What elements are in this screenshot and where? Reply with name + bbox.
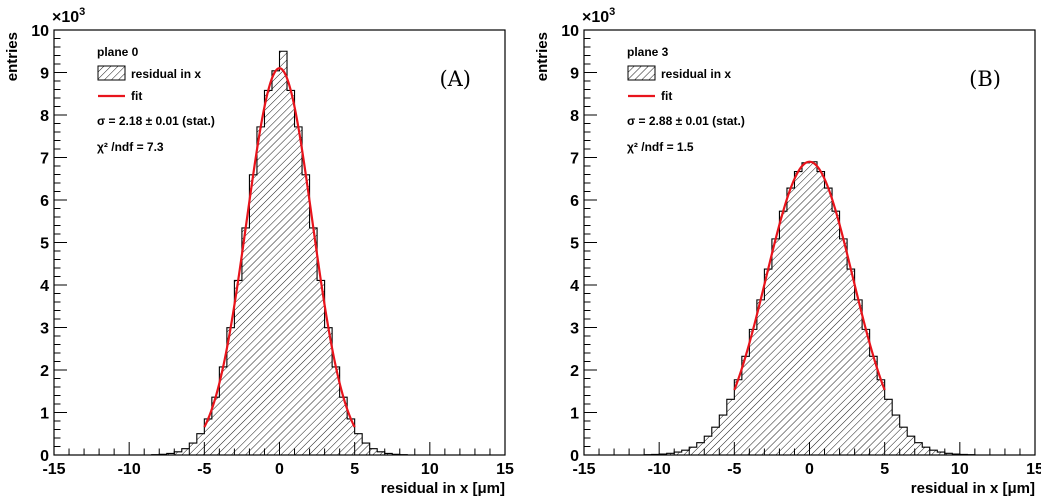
x-tick-label: 10 <box>421 461 439 478</box>
histogram-residual <box>54 50 505 456</box>
y-tick-label: 0 <box>570 448 579 465</box>
y-tick-label: 0 <box>40 448 49 465</box>
y-tick-label: 3 <box>570 321 579 338</box>
legend-swatch-histogram <box>97 65 126 81</box>
multiplier-exponent: 3 <box>79 6 85 18</box>
x-tick-label: -10 <box>118 461 141 478</box>
multiplier-base: ×10 <box>582 9 609 26</box>
y-tick-label: 6 <box>570 193 579 210</box>
y-tick-label: 7 <box>570 151 579 168</box>
y-axis-label: entries <box>534 32 551 81</box>
multiplier-base: ×10 <box>52 9 79 26</box>
y-axis-multiplier: ×103 <box>52 6 85 26</box>
x-tick-label: 5 <box>350 461 359 478</box>
y-tick-label: 5 <box>40 236 49 253</box>
panel-tag: (B) <box>969 67 1001 91</box>
multiplier-exponent: 3 <box>609 6 615 18</box>
y-tick-label: 2 <box>40 363 49 380</box>
histogram-residual <box>584 161 1035 456</box>
x-tick-label: 5 <box>880 461 889 478</box>
sigma-annotation: σ = 2.88 ± 0.01 (stat.) <box>627 114 745 128</box>
y-tick-label: 7 <box>40 151 49 168</box>
y-tick-label: 10 <box>31 23 49 40</box>
x-tick-label: -5 <box>197 461 211 478</box>
y-tick-label: 4 <box>40 278 49 295</box>
y-axis-label: entries <box>4 32 21 81</box>
chi2-annotation: χ² /ndf = 1.5 <box>627 140 694 154</box>
x-tick-label: -15 <box>42 461 65 478</box>
x-tick-label: 15 <box>1026 461 1041 478</box>
x-axis-label: residual in x [μm] <box>381 480 505 497</box>
panel-tag: (A) <box>439 67 471 91</box>
y-tick-label: 8 <box>570 108 579 125</box>
fit-curve <box>733 160 886 391</box>
x-tick-label: 0 <box>275 461 284 478</box>
y-tick-label: 2 <box>570 363 579 380</box>
y-tick-label: 1 <box>40 406 49 423</box>
legend-entry-fit: fit <box>131 89 142 103</box>
y-tick-label: 10 <box>561 23 579 40</box>
y-tick-label: 5 <box>570 236 579 253</box>
y-tick-label: 6 <box>40 193 49 210</box>
y-tick-label: 1 <box>570 406 579 423</box>
chi2-annotation: χ² /ndf = 7.3 <box>97 140 164 154</box>
x-tick-label: 15 <box>496 461 514 478</box>
legend-swatch-histogram <box>627 65 656 81</box>
legend-title: plane 3 <box>627 45 669 59</box>
x-axis-label: residual in x [μm] <box>911 480 1035 497</box>
x-tick-label: -10 <box>648 461 671 478</box>
y-tick-label: 9 <box>570 66 579 83</box>
x-tick-label: 0 <box>805 461 814 478</box>
y-tick-label: 4 <box>570 278 579 295</box>
y-axis-multiplier: ×103 <box>582 6 615 26</box>
x-tick-label: -5 <box>727 461 741 478</box>
sigma-annotation: σ = 2.18 ± 0.01 (stat.) <box>97 114 215 128</box>
y-tick-label: 8 <box>40 108 49 125</box>
x-tick-label: -15 <box>572 461 595 478</box>
legend-entry-histogram: residual in x <box>131 67 201 81</box>
legend-entry-fit: fit <box>661 89 672 103</box>
y-tick-label: 3 <box>40 321 49 338</box>
fit-curve <box>203 67 356 428</box>
legend-title: plane 0 <box>97 45 139 59</box>
y-tick-label: 9 <box>40 66 49 83</box>
x-tick-label: 10 <box>951 461 969 478</box>
legend-entry-histogram: residual in x <box>661 67 731 81</box>
